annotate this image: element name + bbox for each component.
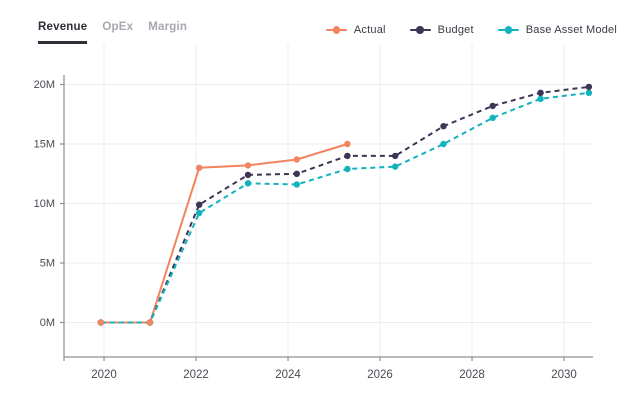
data-point-budget[interactable] bbox=[537, 89, 544, 97]
data-point-base-asset-model[interactable] bbox=[537, 95, 544, 103]
legend-label-actual: Actual bbox=[353, 24, 386, 36]
legend-item-actual[interactable]: Actual bbox=[325, 24, 386, 36]
data-point-budget[interactable] bbox=[585, 83, 593, 91]
data-point-budget[interactable] bbox=[244, 171, 252, 179]
data-point-base-asset-model[interactable] bbox=[244, 180, 252, 187]
legend-marker-budget bbox=[409, 26, 431, 34]
chart-legend: Actual Budget Base Asset Model bbox=[325, 24, 617, 36]
legend-marker-actual bbox=[325, 26, 347, 34]
data-point-budget[interactable] bbox=[392, 152, 399, 160]
tab-opex[interactable]: OpEx bbox=[102, 21, 134, 33]
tab-revenue[interactable]: Revenue bbox=[38, 21, 88, 44]
x-tick-label: 2020 bbox=[91, 369, 117, 381]
data-point-actual[interactable] bbox=[244, 162, 252, 169]
legend-item-base-asset-model[interactable]: Base Asset Model bbox=[497, 24, 617, 36]
data-point-actual[interactable] bbox=[293, 156, 300, 163]
data-point-base-asset-model[interactable] bbox=[293, 181, 300, 188]
legend-label-base-asset-model: Base Asset Model bbox=[525, 24, 617, 36]
data-point-actual[interactable] bbox=[97, 319, 105, 326]
legend-dot-icon bbox=[332, 26, 341, 34]
y-tick-label: 10M bbox=[34, 198, 55, 210]
series-line-actual bbox=[100, 143, 348, 324]
data-point-budget[interactable] bbox=[489, 102, 496, 110]
x-tick-label: 2022 bbox=[183, 369, 209, 381]
y-tick-label: 0M bbox=[40, 317, 55, 329]
data-point-actual[interactable] bbox=[344, 140, 351, 148]
y-tick-label: 5M bbox=[40, 258, 55, 270]
data-point-base-asset-model[interactable] bbox=[440, 140, 447, 148]
legend-marker-base-asset-model bbox=[497, 26, 519, 34]
legend-dot-icon bbox=[504, 26, 513, 34]
data-point-base-asset-model[interactable] bbox=[585, 89, 593, 97]
x-tick-label: 2024 bbox=[275, 369, 301, 381]
tab-margin[interactable]: Margin bbox=[148, 21, 188, 33]
data-point-budget[interactable] bbox=[344, 152, 351, 160]
series-line-base-asset-model bbox=[100, 91, 590, 324]
chart-tabs: Revenue OpEx Margin bbox=[38, 21, 187, 44]
series-line-budget bbox=[100, 85, 590, 324]
data-point-base-asset-model[interactable] bbox=[489, 114, 496, 122]
y-tick-label: 15M bbox=[34, 139, 55, 151]
data-point-base-asset-model[interactable] bbox=[196, 209, 203, 217]
data-point-base-asset-model[interactable] bbox=[344, 165, 351, 173]
data-point-budget[interactable] bbox=[440, 123, 447, 130]
legend-item-budget[interactable]: Budget bbox=[409, 24, 474, 36]
data-point-actual[interactable] bbox=[146, 319, 154, 326]
data-point-actual[interactable] bbox=[196, 164, 203, 171]
legend-label-budget: Budget bbox=[437, 24, 474, 36]
data-point-budget[interactable] bbox=[293, 170, 300, 177]
data-point-budget[interactable] bbox=[196, 201, 203, 208]
x-tick-label: 2030 bbox=[551, 369, 577, 381]
x-tick-label: 2028 bbox=[459, 369, 485, 381]
legend-dot-icon bbox=[416, 26, 424, 34]
x-tick-label: 2026 bbox=[367, 369, 393, 381]
data-point-base-asset-model[interactable] bbox=[392, 163, 399, 170]
y-tick-label: 20M bbox=[34, 79, 55, 91]
